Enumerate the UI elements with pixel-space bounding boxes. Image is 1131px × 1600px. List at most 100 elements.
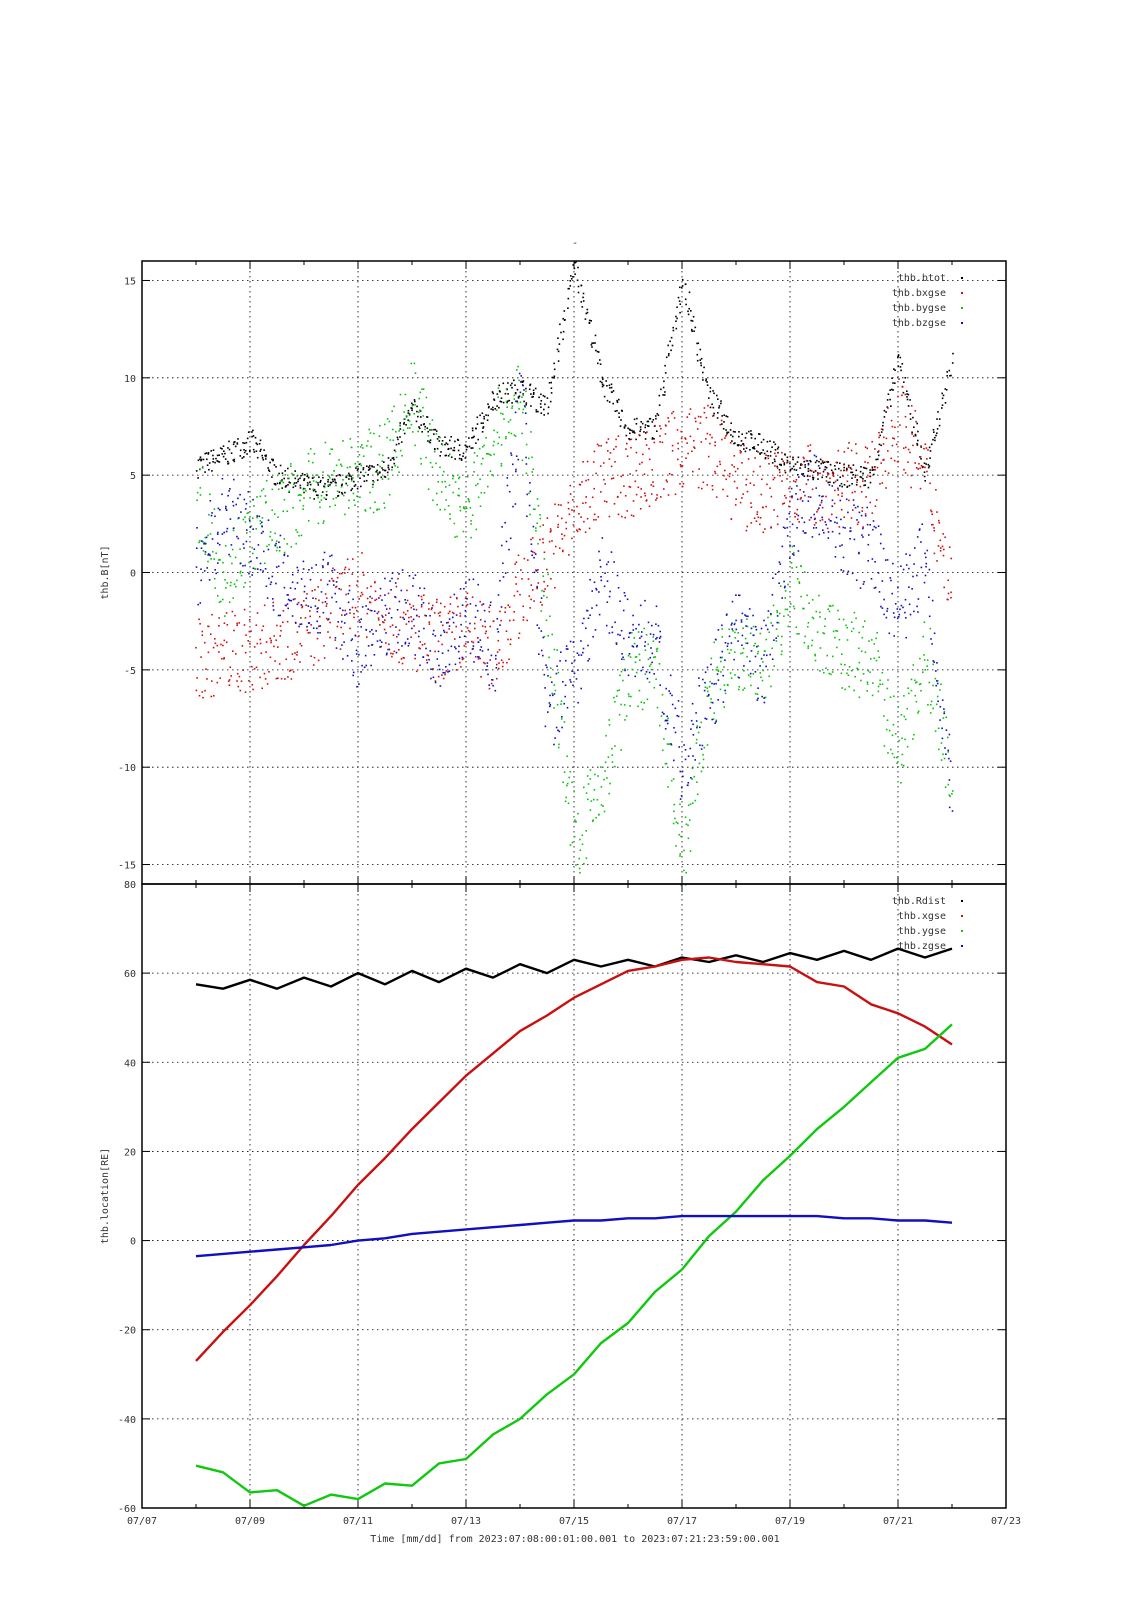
data-point <box>749 449 751 451</box>
data-point <box>473 452 476 454</box>
data-point <box>906 390 908 392</box>
data-point <box>560 700 563 702</box>
data-point <box>499 624 501 626</box>
data-point <box>264 568 267 570</box>
data-point <box>413 413 416 415</box>
data-point <box>500 659 503 661</box>
data-point <box>867 560 869 562</box>
data-point <box>734 470 737 473</box>
data-point <box>668 420 670 423</box>
data-point <box>726 415 729 418</box>
data-point <box>923 462 926 464</box>
data-point <box>550 381 552 384</box>
data-point <box>322 476 324 479</box>
data-point <box>247 431 250 433</box>
data-point <box>917 611 919 613</box>
data-point <box>202 550 205 552</box>
data-point <box>740 440 743 442</box>
data-point <box>862 478 864 480</box>
data-point <box>486 665 488 667</box>
data-point <box>217 542 219 545</box>
data-point <box>408 616 410 619</box>
data-point <box>602 378 604 380</box>
data-point <box>598 591 600 593</box>
data-point <box>480 491 483 494</box>
data-point <box>302 568 305 570</box>
data-point <box>825 523 827 526</box>
data-point <box>608 401 611 403</box>
data-point <box>325 490 328 493</box>
data-point <box>509 419 512 421</box>
data-point <box>810 460 812 463</box>
data-point <box>603 778 605 781</box>
data-point <box>475 442 477 444</box>
data-point <box>913 610 915 613</box>
data-point <box>427 440 429 442</box>
data-point <box>529 513 531 516</box>
data-point <box>264 454 266 457</box>
data-point <box>432 633 434 636</box>
data-point <box>670 744 673 746</box>
data-point <box>525 403 527 406</box>
data-point <box>766 628 769 631</box>
data-point <box>384 604 387 607</box>
data-point <box>675 320 677 322</box>
data-point <box>456 535 458 538</box>
y-tick-label: -60 <box>118 1504 136 1515</box>
data-point <box>815 527 818 529</box>
data-point <box>866 506 868 509</box>
data-point <box>635 469 638 472</box>
data-point <box>248 619 251 621</box>
data-point <box>395 431 397 433</box>
data-point <box>273 645 275 648</box>
data-point <box>508 548 510 551</box>
data-point <box>233 629 235 632</box>
data-point <box>507 393 509 395</box>
data-point <box>318 615 321 618</box>
data-point <box>825 460 828 463</box>
data-point <box>886 719 889 721</box>
data-point <box>655 415 657 417</box>
data-point <box>401 662 404 665</box>
data-point <box>256 456 259 459</box>
data-point <box>840 508 843 511</box>
data-point <box>762 661 764 663</box>
data-point <box>635 493 638 496</box>
data-point <box>351 606 354 609</box>
data-point <box>943 586 945 589</box>
data-point <box>286 510 289 512</box>
data-point <box>480 646 483 648</box>
data-point <box>409 603 411 606</box>
data-point <box>383 621 385 624</box>
data-point <box>259 522 262 525</box>
data-point <box>834 480 837 483</box>
data-point <box>667 494 670 496</box>
data-point <box>887 407 889 409</box>
data-point <box>258 515 261 518</box>
data-point <box>870 578 873 580</box>
x-tick-label: 07/07 <box>127 1516 157 1527</box>
data-point <box>447 455 450 457</box>
data-point <box>787 625 790 628</box>
data-point <box>422 602 425 604</box>
data-point <box>614 701 616 703</box>
data-point <box>288 490 291 492</box>
data-point <box>543 408 545 411</box>
data-point <box>247 640 249 642</box>
data-point <box>542 538 544 540</box>
data-point <box>370 445 372 448</box>
data-point <box>250 630 252 632</box>
data-point <box>553 684 556 686</box>
data-point <box>908 603 911 606</box>
data-point <box>399 424 401 427</box>
data-point <box>359 496 361 498</box>
data-point <box>862 480 864 482</box>
data-point <box>877 685 880 688</box>
data-point <box>328 475 330 477</box>
legend-label: thb.bxgse <box>892 288 946 299</box>
data-point <box>924 574 927 577</box>
data-point <box>864 513 867 515</box>
data-point <box>850 468 853 470</box>
data-point <box>398 600 401 603</box>
data-point <box>204 551 207 553</box>
